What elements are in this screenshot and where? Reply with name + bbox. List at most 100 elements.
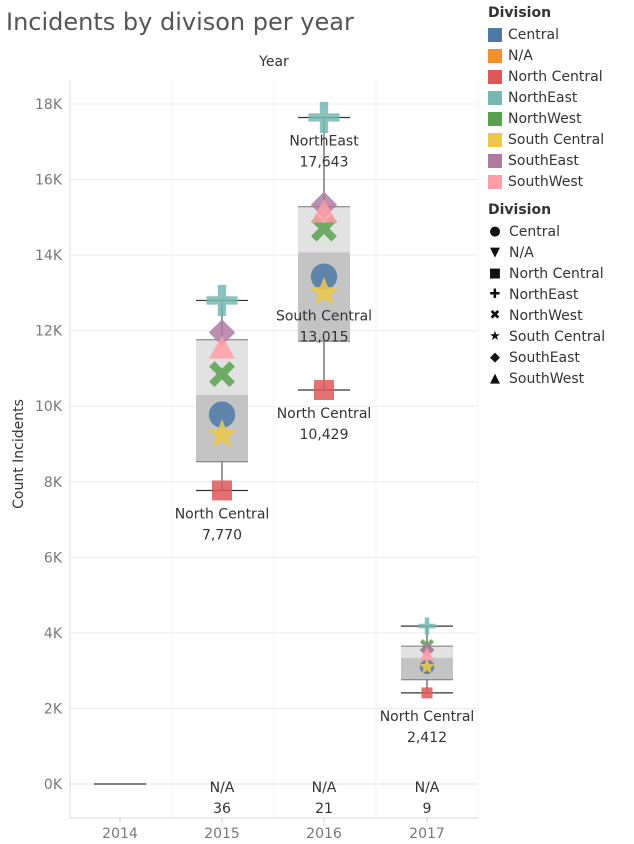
y-tick-label: 6K xyxy=(44,550,63,566)
shape-legend-title: Division xyxy=(488,202,552,218)
data-label-name: N/A xyxy=(312,780,337,796)
color-legend-item-south-central[interactable]: South Central xyxy=(488,129,604,150)
marker-northwest-2015 xyxy=(209,361,235,388)
data-label-value: 9 xyxy=(423,801,432,817)
color-legend-item-north-central[interactable]: North Central xyxy=(488,66,604,87)
shape-legend-label: Central xyxy=(509,223,560,240)
column-header: Year xyxy=(258,54,289,70)
shape-legend-label: N/A xyxy=(509,244,534,261)
shape-legend-label: SouthEast xyxy=(509,349,580,366)
marker-north-central-2015 xyxy=(212,480,232,501)
data-label-value: 7,770 xyxy=(202,527,242,543)
data-label-value: 2,412 xyxy=(407,730,447,746)
data-label-value: 10,429 xyxy=(300,427,349,443)
y-tick-label: 16K xyxy=(35,173,63,189)
shape-legend-item-north-central[interactable]: ■ North Central xyxy=(488,263,605,284)
marker-north-central-2016 xyxy=(314,380,334,401)
shape-legend-item-southwest[interactable]: ▲ SouthWest xyxy=(488,368,605,389)
color-legend-label: SouthEast xyxy=(508,152,579,169)
color-swatch-icon xyxy=(488,48,502,63)
shape-legend-label: NorthEast xyxy=(509,286,579,303)
shape-marker-icon: ▼ xyxy=(490,245,500,260)
marker-south-central-2015 xyxy=(207,419,237,448)
color-legend-label: NorthWest xyxy=(508,110,582,127)
x-tick-label: 2017 xyxy=(409,826,445,842)
color-legend-item-northeast[interactable]: NorthEast xyxy=(488,87,604,108)
x-tick-label: 2016 xyxy=(306,826,342,842)
marker-southwest-2015 xyxy=(208,335,236,359)
shape-legend-item-n-a[interactable]: ▼ N/A xyxy=(488,242,605,263)
marker-central-2015 xyxy=(208,401,236,428)
color-swatch-icon xyxy=(488,153,502,168)
shape-legend-item-south-central[interactable]: ★ South Central xyxy=(488,326,605,347)
color-swatch-icon xyxy=(488,90,502,105)
color-legend-item-southeast[interactable]: SouthEast xyxy=(488,150,604,171)
data-label-name: North Central xyxy=(277,406,372,422)
color-legend-item-northwest[interactable]: NorthWest xyxy=(488,108,604,129)
marker-north-central-2017 xyxy=(421,687,433,699)
y-tick-label: 10K xyxy=(35,399,63,415)
y-tick-label: 12K xyxy=(35,324,63,340)
data-label-name: North Central xyxy=(175,506,270,522)
marker-southwest-2016 xyxy=(310,199,338,223)
marker-central-2016 xyxy=(310,263,338,290)
y-tick-label: 8K xyxy=(44,475,63,491)
chart-canvas: Year 0K 2K 4K 6K 8K 10K 12K 14K 16K 18K 2014 2015 201… xyxy=(11,54,479,842)
shape-marker-icon: ✚ xyxy=(489,287,501,302)
marker-northeast-2016 xyxy=(308,101,340,134)
y-tick-label: 0K xyxy=(44,777,63,793)
color-legend-item-central[interactable]: Central xyxy=(488,24,604,45)
shape-legend[interactable]: Division ● Central ▼ N/A ■ North Central ✚ Nort… xyxy=(488,202,605,389)
color-legend-label: Central xyxy=(508,26,559,43)
shape-legend-item-southeast[interactable]: ◆ SouthEast xyxy=(488,347,605,368)
y-tick-label: 4K xyxy=(44,626,63,642)
shape-marker-icon: ▲ xyxy=(490,371,500,386)
color-legend-label: SouthWest xyxy=(508,173,584,190)
color-legend-item-southwest[interactable]: SouthWest xyxy=(488,171,604,192)
chart-title: Incidents by divison per year xyxy=(6,8,354,36)
y-tick-label: 2K xyxy=(44,701,63,717)
color-legend-label: North Central xyxy=(508,68,603,85)
marker-south-central-2016 xyxy=(309,276,339,305)
x-tick-label: 2015 xyxy=(204,826,240,842)
shape-marker-icon: ✖ xyxy=(489,308,501,323)
color-swatch-icon xyxy=(488,111,502,126)
color-swatch-icon xyxy=(488,132,502,147)
marker-northeast-2015 xyxy=(206,284,238,317)
marker-southwest-2017 xyxy=(419,647,435,661)
data-label-value: 36 xyxy=(213,801,231,817)
data-label-name: N/A xyxy=(210,780,235,796)
x-tick-label: 2014 xyxy=(102,826,138,842)
shape-marker-icon: ■ xyxy=(488,266,502,281)
color-swatch-icon xyxy=(488,27,502,42)
data-label-value: 13,015 xyxy=(300,329,349,345)
shape-legend-label: North Central xyxy=(509,265,604,282)
data-label-name: North Central xyxy=(380,709,475,725)
shape-legend-item-northwest[interactable]: ✖ NorthWest xyxy=(488,305,605,326)
y-axis-title: Count Incidents xyxy=(11,399,27,509)
shape-legend-label: NorthWest xyxy=(509,307,583,324)
marker-southeast-2015 xyxy=(208,319,236,346)
data-label-name: South Central xyxy=(276,308,372,324)
data-label-value: 17,643 xyxy=(300,154,349,170)
y-tick-label: 14K xyxy=(35,248,63,264)
color-swatch-icon xyxy=(488,69,502,84)
shape-marker-icon: ● xyxy=(489,224,501,239)
marker-south-central-2017 xyxy=(418,658,436,674)
shape-legend-label: SouthWest xyxy=(509,370,585,387)
marker-northeast-2017 xyxy=(418,617,436,635)
color-legend-label: South Central xyxy=(508,131,605,148)
color-legend-item-n-a[interactable]: N/A xyxy=(488,45,604,66)
color-legend[interactable]: Division Central N/A North Central NorthEas… xyxy=(488,5,604,192)
shape-marker-icon: ★ xyxy=(489,329,501,344)
shape-legend-item-northeast[interactable]: ✚ NorthEast xyxy=(488,284,605,305)
y-tick-label: 18K xyxy=(35,97,63,113)
shape-legend-label: South Central xyxy=(509,328,606,345)
data-label-name: N/A xyxy=(415,780,440,796)
color-legend-title: Division xyxy=(488,5,552,21)
shape-legend-item-central[interactable]: ● Central xyxy=(488,221,605,242)
data-label-name: NorthEast xyxy=(289,133,359,149)
color-swatch-icon xyxy=(488,174,502,189)
color-legend-label: NorthEast xyxy=(508,89,578,106)
shape-marker-icon: ◆ xyxy=(490,350,500,365)
